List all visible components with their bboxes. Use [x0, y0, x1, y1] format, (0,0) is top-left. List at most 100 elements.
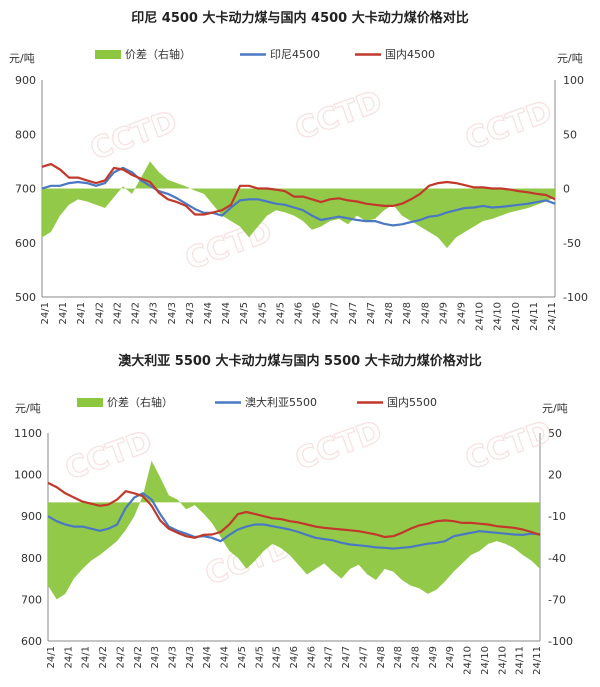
- x-tick-label: 24/5: [254, 646, 265, 668]
- x-tick-label: 24/4: [221, 302, 232, 324]
- series-diff-area: [42, 161, 555, 249]
- x-tick-label: 24/9: [456, 302, 467, 324]
- x-tick-label: 24/5: [275, 302, 286, 324]
- x-tick-label: 24/2: [115, 646, 126, 668]
- x-tick-label: 24/4: [203, 302, 214, 324]
- right-tick-label: -70: [548, 593, 566, 606]
- x-tick-label: 24/5: [257, 302, 268, 324]
- right-axis-unit: 元/吨: [542, 402, 568, 415]
- x-tick-label: 24/3: [149, 302, 160, 324]
- x-tick-label: 24/7: [341, 646, 352, 668]
- left-tick-label: 800: [21, 552, 42, 565]
- x-tick-label: 24/4: [220, 646, 231, 668]
- right-tick-label: -100: [563, 291, 588, 304]
- left-tick-label: 700: [15, 183, 36, 196]
- watermark: CCTD: [181, 214, 277, 277]
- x-tick-label: 24/5: [272, 646, 283, 668]
- legend-label: 印尼4500: [270, 48, 320, 61]
- x-tick-label: 24/6: [306, 646, 317, 668]
- left-tick-label: 1000: [14, 469, 42, 482]
- x-tick-label: 24/5: [239, 302, 250, 324]
- x-tick-label: 24/8: [420, 302, 431, 324]
- left-tick-label: 700: [21, 593, 42, 606]
- x-tick-label: 24/2: [112, 302, 123, 324]
- x-tick-label: 24/5: [237, 646, 248, 668]
- x-tick-label: 24/7: [348, 302, 359, 324]
- x-tick-label: 24/1: [81, 646, 92, 668]
- legend-label: 国内5500: [387, 395, 437, 409]
- x-tick-label: 24/10: [493, 302, 504, 331]
- series-import-line: [47, 492, 541, 550]
- watermark: CCTD: [61, 424, 157, 487]
- x-tick-label: 24/1: [76, 302, 87, 324]
- x-tick-label: 24/1: [63, 646, 74, 668]
- legend-label: 澳大利亚5500: [245, 395, 317, 409]
- legend-label: 价差（右轴）: [107, 395, 173, 409]
- x-tick-label: 24/8: [384, 302, 395, 324]
- right-tick-label: -100: [548, 635, 573, 648]
- x-tick-label: 24/7: [330, 302, 341, 324]
- right-axis-unit: 元/吨: [557, 52, 583, 65]
- right-tick-label: 50: [563, 128, 577, 141]
- x-tick-label: 24/2: [94, 302, 105, 324]
- x-tick-label: 24/3: [167, 302, 178, 324]
- series-import-line: [41, 166, 556, 227]
- x-tick-label: 24/8: [376, 646, 387, 668]
- legend-swatch-diff: [77, 398, 103, 407]
- left-tick-label: 600: [15, 237, 36, 250]
- x-tick-label: 24/1: [40, 302, 51, 324]
- x-tick-label: 24/8: [411, 646, 422, 668]
- legend-label: 价差（右轴）: [125, 47, 191, 61]
- x-tick-label: 24/3: [168, 646, 179, 668]
- watermark: CCTD: [461, 414, 557, 477]
- watermark: CCTD: [461, 94, 557, 157]
- x-tick-label: 24/3: [185, 646, 196, 668]
- right-tick-label: 50: [548, 427, 562, 440]
- right-tick-label: 0: [563, 183, 570, 196]
- series-domestic-line: [41, 163, 556, 216]
- left-tick-label: 900: [15, 74, 36, 87]
- chart-title: 澳大利亚 5500 大卡动力煤与国内 5500 大卡动力煤价格对比: [118, 353, 481, 369]
- x-tick-label: 24/6: [312, 302, 323, 324]
- legend-label: 国内4500: [385, 47, 435, 61]
- x-tick-label: 24/1: [58, 302, 69, 324]
- x-tick-label: 24/7: [366, 302, 377, 324]
- x-tick-label: 24/8: [402, 302, 413, 324]
- left-tick-label: 1100: [14, 427, 42, 440]
- x-tick-label: 24/11: [532, 646, 543, 675]
- x-tick-label: 24/10: [463, 646, 474, 675]
- left-tick-label: 900: [21, 510, 42, 523]
- chart-title: 印尼 4500 大卡动力煤与国内 4500 大卡动力煤价格对比: [131, 10, 468, 26]
- x-tick-label: 24/11: [547, 302, 558, 331]
- left-tick-label: 600: [21, 635, 42, 648]
- watermark: CCTD: [86, 104, 182, 167]
- right-tick-label: -10: [548, 510, 566, 523]
- x-tick-label: 24/2: [133, 646, 144, 668]
- x-tick-label: 24/9: [428, 646, 439, 668]
- left-axis-unit: 元/吨: [15, 402, 41, 415]
- x-tick-label: 24/6: [294, 302, 305, 324]
- series-domestic-line: [47, 481, 541, 539]
- x-tick-label: 24/7: [358, 646, 369, 668]
- x-tick-label: 24/3: [150, 646, 161, 668]
- x-tick-label: 24/10: [511, 302, 522, 331]
- left-axis-unit: 元/吨: [9, 52, 35, 65]
- x-tick-label: 24/10: [497, 646, 508, 675]
- x-tick-label: 24/8: [393, 646, 404, 668]
- legend-swatch-diff: [95, 50, 121, 59]
- x-tick-label: 24/10: [475, 302, 486, 331]
- right-tick-label: 100: [563, 74, 584, 87]
- left-tick-label: 500: [15, 291, 36, 304]
- x-tick-label: 24/9: [438, 302, 449, 324]
- x-tick-label: 24/4: [202, 646, 213, 668]
- right-tick-label: -50: [563, 237, 581, 250]
- right-tick-label: -40: [548, 552, 566, 565]
- x-tick-label: 24/6: [289, 646, 300, 668]
- x-tick-label: 24/11: [515, 646, 526, 675]
- watermark: CCTD: [291, 84, 387, 147]
- right-tick-label: 20: [548, 469, 562, 482]
- x-tick-label: 24/2: [98, 646, 109, 668]
- x-tick-label: 24/9: [445, 646, 456, 668]
